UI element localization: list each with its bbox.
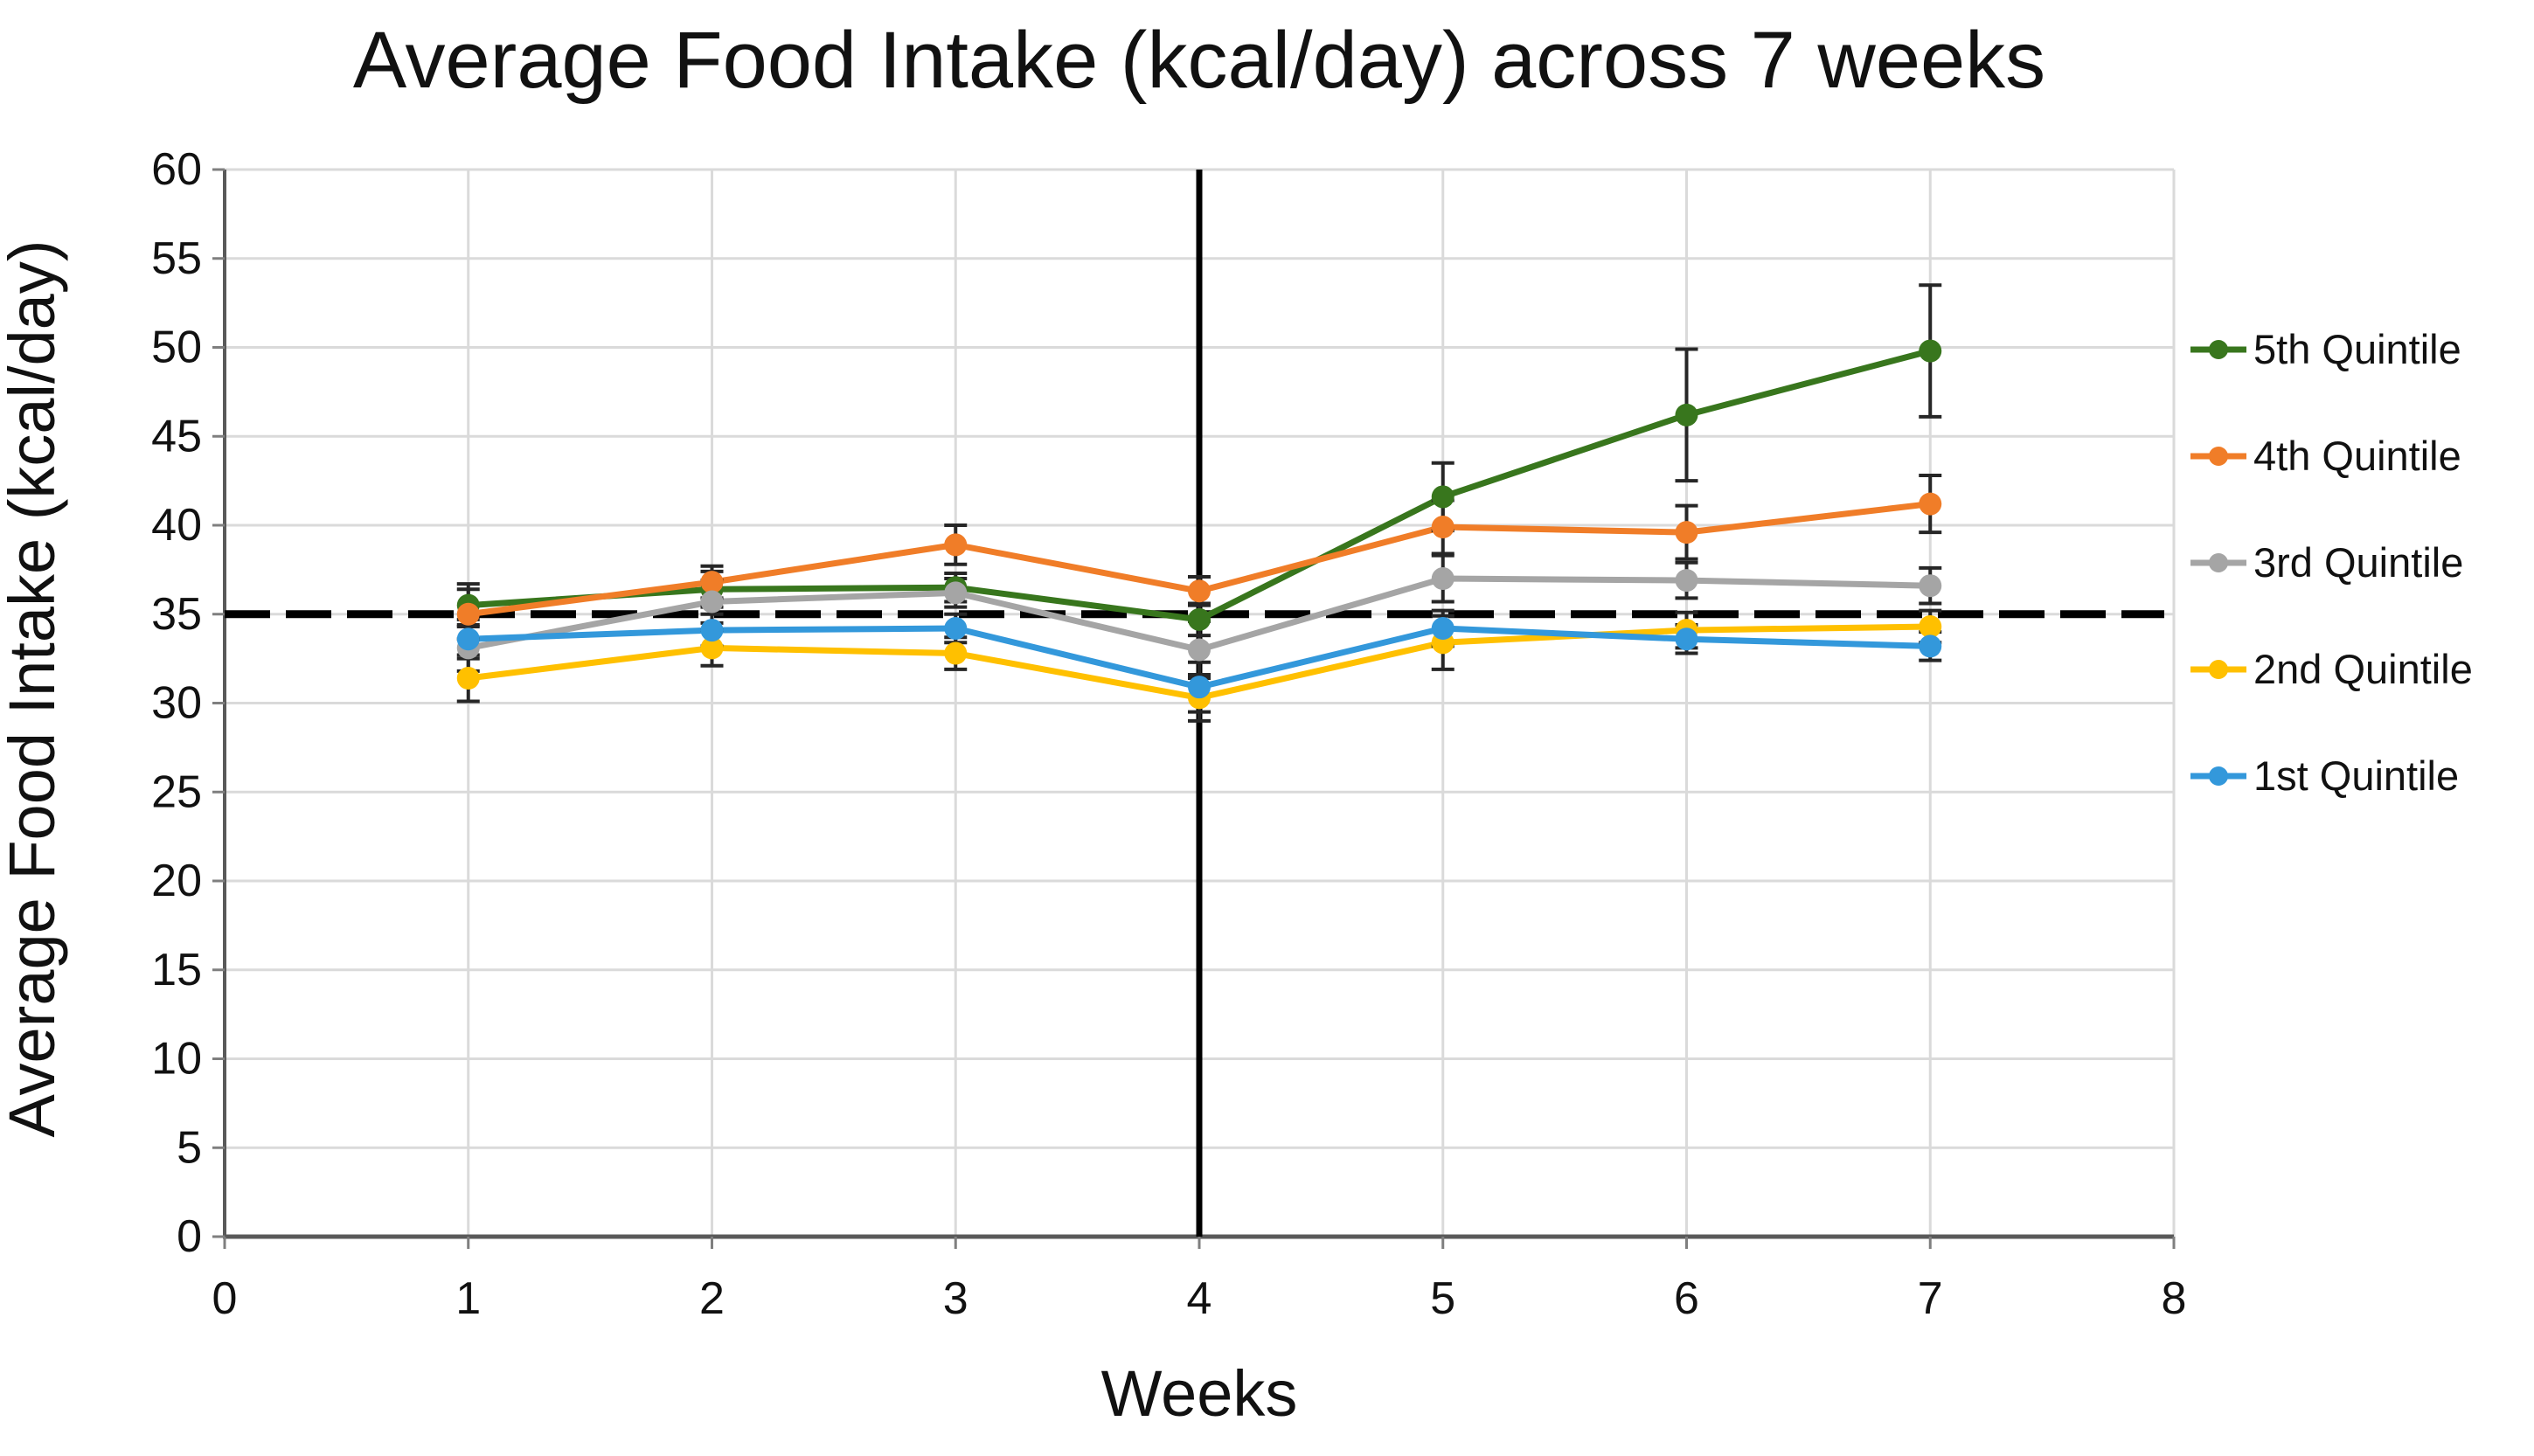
- data-point-marker: [456, 667, 480, 690]
- legend-item: 2nd Quintile: [2190, 646, 2473, 692]
- legend-marker-dot: [2209, 553, 2228, 572]
- data-point-marker: [1675, 569, 1698, 593]
- data-point-marker: [700, 590, 724, 614]
- data-point-marker: [1431, 617, 1454, 641]
- data-point-marker: [944, 581, 968, 605]
- legend-marker-dot: [2209, 340, 2228, 359]
- y-tick-label: 5: [177, 1122, 202, 1173]
- data-point-marker: [1431, 485, 1454, 509]
- data-point-marker: [1431, 567, 1454, 591]
- y-tick-label: 20: [151, 856, 202, 906]
- x-tick-label: 6: [1674, 1273, 1699, 1324]
- legend: 5th Quintile 4th Quintile 3rd Quintile 2nd …: [2190, 326, 2473, 799]
- y-tick-label: 60: [151, 144, 202, 195]
- y-tick-label: 35: [151, 589, 202, 640]
- data-point-marker: [1919, 634, 1942, 658]
- legend-label: 4th Quintile: [2253, 433, 2461, 479]
- data-point-marker: [944, 617, 968, 641]
- x-tick-label: 3: [943, 1273, 968, 1324]
- legend-label: 3rd Quintile: [2253, 539, 2463, 586]
- y-tick-label: 0: [177, 1211, 202, 1262]
- chart-title: Average Food Intake (kcal/day) across 7 …: [353, 16, 2045, 105]
- x-tick-label: 1: [455, 1273, 481, 1324]
- x-tick-label: 5: [1430, 1273, 1455, 1324]
- y-tick-label: 40: [151, 500, 202, 551]
- axes: [212, 168, 2176, 1249]
- y-axis-title: Average Food Intake (kcal/day): [0, 240, 68, 1138]
- data-point-marker: [1675, 521, 1698, 544]
- x-tick-label: 4: [1187, 1273, 1212, 1324]
- data-point-marker: [1919, 574, 1942, 598]
- x-tick-label: 8: [2162, 1273, 2187, 1324]
- data-point-marker: [456, 627, 480, 651]
- y-tick-label: 50: [151, 322, 202, 373]
- data-point-marker: [1919, 614, 1942, 638]
- legend-item: 4th Quintile: [2190, 433, 2461, 479]
- data-point-marker: [1675, 403, 1698, 426]
- x-tick-label: 0: [212, 1273, 238, 1324]
- y-tick-label: 45: [151, 411, 202, 461]
- legend-marker-dot: [2209, 766, 2228, 786]
- data-markers: [456, 339, 1942, 710]
- x-tick-label: 7: [1918, 1273, 1943, 1324]
- data-point-marker: [1188, 638, 1211, 662]
- legend-item: 3rd Quintile: [2190, 539, 2463, 586]
- y-tick-label: 30: [151, 678, 202, 729]
- legend-label: 2nd Quintile: [2253, 646, 2473, 692]
- y-tick-label: 25: [151, 766, 202, 817]
- data-point-marker: [944, 533, 968, 557]
- data-point-marker: [1431, 516, 1454, 539]
- x-axis-title: Weeks: [1101, 1357, 1298, 1430]
- legend-item: 1st Quintile: [2190, 752, 2459, 799]
- x-tick-label: 2: [699, 1273, 725, 1324]
- legend-marker-dot: [2209, 660, 2228, 679]
- data-point-marker: [1188, 607, 1211, 631]
- data-point-marker: [1188, 579, 1211, 603]
- data-point-marker: [944, 641, 968, 665]
- data-point-marker: [1675, 627, 1698, 651]
- data-point-marker: [700, 571, 724, 594]
- data-point-marker: [1188, 676, 1211, 699]
- data-point-marker: [700, 619, 724, 642]
- legend-label: 1st Quintile: [2253, 752, 2459, 799]
- data-point-marker: [1919, 492, 1942, 516]
- data-point-marker: [700, 636, 724, 660]
- y-tick-label: 55: [151, 233, 202, 284]
- y-tick-label: 15: [151, 945, 202, 995]
- legend-marker-dot: [2209, 447, 2228, 466]
- legend-label: 5th Quintile: [2253, 326, 2461, 372]
- legend-item: 5th Quintile: [2190, 326, 2461, 372]
- data-point-marker: [456, 602, 480, 626]
- data-point-marker: [1919, 339, 1942, 363]
- y-tick-label: 10: [151, 1034, 202, 1085]
